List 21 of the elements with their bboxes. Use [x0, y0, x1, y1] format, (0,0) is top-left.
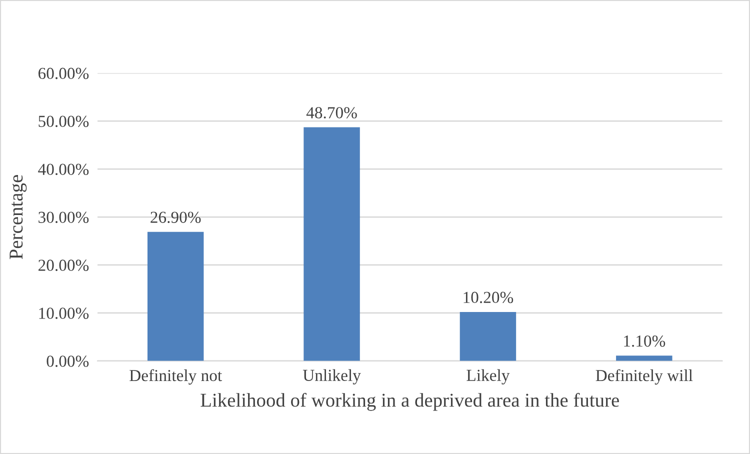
y-tick-label: 10.00% — [39, 308, 89, 319]
y-tick-label: 60.00% — [38, 68, 89, 80]
y-axis-title: Percentage — [10, 175, 27, 260]
bar — [304, 127, 360, 361]
x-axis-title: Likelihood of working in a deprived area in the future — [200, 392, 619, 411]
bar — [147, 232, 204, 361]
y-tick-label: 0.00% — [46, 356, 89, 367]
y-tick-label: 40.00% — [38, 164, 89, 176]
x-tick-label: Unlikely — [302, 369, 361, 384]
bar — [460, 312, 516, 361]
x-tick-label: Definitely not — [130, 369, 222, 385]
y-tick-label: 20.00% — [38, 260, 89, 272]
x-tick-label: Likely — [466, 369, 510, 384]
bar — [616, 356, 672, 361]
y-tick-label: 50.00% — [38, 116, 89, 128]
y-tick-label: 30.00% — [38, 212, 89, 224]
data-label: 48.70% — [306, 107, 357, 118]
data-label: 1.10% — [624, 335, 666, 347]
x-tick-label: Definitely will — [596, 369, 693, 385]
data-label: 10.20% — [464, 292, 514, 304]
data-label: 26.90% — [150, 212, 201, 224]
